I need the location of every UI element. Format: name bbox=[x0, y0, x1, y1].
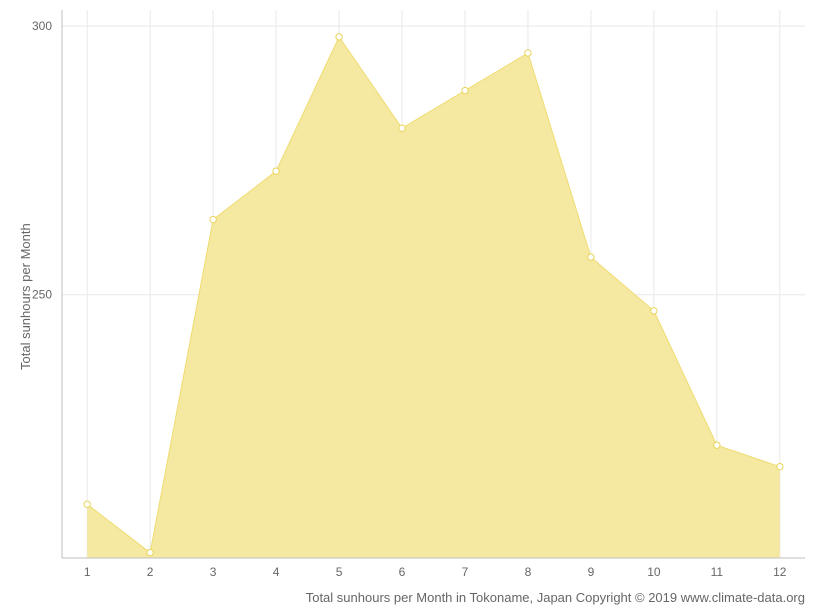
series-area bbox=[87, 37, 780, 558]
data-marker bbox=[777, 463, 783, 469]
x-tick-label: 4 bbox=[273, 565, 280, 579]
area bbox=[87, 37, 780, 558]
chart-container: 123456789101112 250300 Total sunhours pe… bbox=[0, 0, 815, 611]
x-tick-label: 7 bbox=[462, 565, 469, 579]
x-tick-label: 10 bbox=[647, 565, 661, 579]
data-marker bbox=[147, 549, 153, 555]
x-tick-label: 6 bbox=[399, 565, 406, 579]
data-marker bbox=[462, 87, 468, 93]
data-marker bbox=[651, 308, 657, 314]
data-marker bbox=[273, 168, 279, 174]
y-tick-label: 300 bbox=[32, 19, 52, 33]
x-ticks: 123456789101112 bbox=[84, 565, 787, 579]
chart-caption: Total sunhours per Month in Tokoname, Ja… bbox=[120, 590, 805, 605]
data-marker bbox=[84, 501, 90, 507]
x-tick-label: 8 bbox=[525, 565, 532, 579]
x-tick-label: 11 bbox=[711, 565, 724, 579]
y-axis-label: Total sunhours per Month bbox=[18, 223, 33, 370]
data-marker bbox=[336, 34, 342, 40]
data-marker bbox=[588, 254, 594, 260]
data-marker bbox=[210, 216, 216, 222]
data-marker bbox=[399, 125, 405, 131]
x-tick-label: 3 bbox=[210, 565, 217, 579]
x-tick-label: 5 bbox=[336, 565, 343, 579]
y-tick-label: 250 bbox=[32, 288, 52, 302]
x-tick-label: 2 bbox=[147, 565, 154, 579]
y-ticks: 250 300 bbox=[32, 19, 52, 302]
x-tick-label: 12 bbox=[773, 565, 787, 579]
x-tick-label: 9 bbox=[588, 565, 595, 579]
x-tick-label: 1 bbox=[84, 565, 91, 579]
data-marker bbox=[714, 442, 720, 448]
sunhours-area-chart: 123456789101112 250300 bbox=[0, 0, 815, 611]
data-marker bbox=[525, 50, 531, 56]
